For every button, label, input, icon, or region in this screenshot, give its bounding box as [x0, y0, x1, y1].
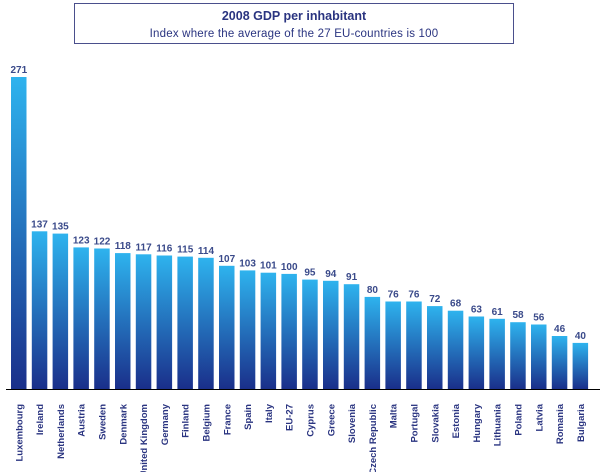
category-label: United Kingdom	[139, 404, 150, 472]
data-label: 58	[512, 310, 524, 321]
data-label: 135	[52, 222, 69, 233]
category-label: Poland	[514, 404, 525, 436]
bar-lithuania	[489, 318, 505, 389]
category-label: EU-27	[285, 404, 296, 431]
data-label: 103	[239, 258, 256, 269]
bar-latvia	[531, 324, 547, 389]
category-label: Spain	[243, 404, 254, 430]
category-label: Hungary	[472, 403, 483, 442]
data-label: 80	[367, 285, 379, 296]
bar-poland	[510, 322, 526, 389]
category-label: Slovenia	[347, 403, 358, 443]
category-label: Ireland	[35, 404, 46, 435]
bar-italy	[260, 272, 277, 389]
data-label: 116	[156, 244, 173, 255]
category-label: Belgium	[202, 404, 213, 441]
category-label: Portugal	[409, 404, 420, 443]
bar-germany	[156, 255, 173, 389]
data-label: 123	[73, 235, 90, 246]
data-label: 91	[346, 272, 358, 283]
bar-united-kingdom	[135, 254, 152, 389]
category-label: Estonia	[451, 403, 462, 438]
chart-title: 2008 GDP per inhabitant	[221, 9, 367, 23]
bar-estonia	[447, 310, 464, 389]
bar-hungary	[468, 316, 485, 389]
data-label: 68	[450, 299, 462, 310]
category-label: Czech Republic	[368, 404, 379, 472]
category-label: Finland	[181, 404, 192, 438]
data-label: 56	[533, 313, 545, 324]
chart-title-box: 2008 GDP per inhabitant Index where the …	[74, 3, 514, 44]
data-label: 40	[575, 331, 587, 342]
category-label: Malta	[389, 403, 400, 428]
data-label: 95	[304, 268, 316, 279]
data-label: 107	[218, 254, 235, 265]
bar-spain	[239, 270, 256, 389]
category-label: Latvia	[534, 403, 545, 431]
bar-belgium	[198, 257, 214, 389]
data-label: 63	[471, 305, 483, 316]
data-label: 46	[554, 324, 566, 335]
category-label: France	[222, 404, 233, 435]
category-label: Italy	[264, 403, 275, 423]
category-label: Romania	[555, 403, 566, 444]
data-label: 101	[260, 261, 277, 272]
data-label: 115	[177, 245, 194, 256]
category-label: Netherlands	[56, 404, 67, 459]
bar-malta	[385, 301, 401, 389]
data-label: 100	[281, 262, 298, 273]
bar-netherlands	[52, 233, 69, 389]
bar-czech-republic	[364, 296, 381, 389]
data-label: 271	[10, 65, 27, 76]
bar-slovenia	[343, 284, 360, 389]
data-label: 117	[136, 242, 153, 253]
category-label: Luxembourg	[14, 404, 25, 462]
category-label: Sweden	[98, 404, 109, 440]
category-label: Austria	[77, 403, 88, 436]
data-label: 76	[408, 290, 420, 301]
category-label: Bulgaria	[576, 403, 587, 442]
bar-slovakia	[427, 306, 443, 389]
category-label: Lithuania	[493, 403, 504, 446]
bar-greece	[323, 280, 339, 389]
category-label: Cyprus	[305, 404, 316, 437]
bar-france	[219, 265, 235, 389]
data-label: 114	[198, 246, 215, 257]
data-label: 118	[115, 241, 132, 252]
category-label: Denmark	[118, 403, 129, 444]
bar-finland	[177, 256, 193, 389]
data-label: 61	[492, 307, 504, 318]
category-label: Greece	[326, 404, 337, 436]
chart-subtitle: Index where the average of the 27 EU-cou…	[149, 28, 439, 40]
bar-bulgaria	[572, 342, 589, 389]
bar-eu-27	[281, 273, 297, 389]
data-label: 94	[325, 269, 337, 280]
data-label: 122	[94, 237, 111, 248]
bar-ireland	[31, 231, 48, 389]
data-label: 137	[31, 219, 48, 230]
bar-austria	[73, 247, 89, 389]
category-label: Germany	[160, 403, 171, 445]
bar-romania	[551, 336, 568, 389]
bar-portugal	[406, 301, 422, 389]
bar-cyprus	[302, 279, 318, 389]
data-label: 76	[388, 290, 400, 301]
bar-sweden	[94, 248, 110, 389]
category-label: Slovakia	[430, 403, 441, 442]
bar-denmark	[115, 253, 131, 389]
bar-luxembourg	[11, 77, 27, 389]
data-label: 72	[429, 294, 441, 305]
